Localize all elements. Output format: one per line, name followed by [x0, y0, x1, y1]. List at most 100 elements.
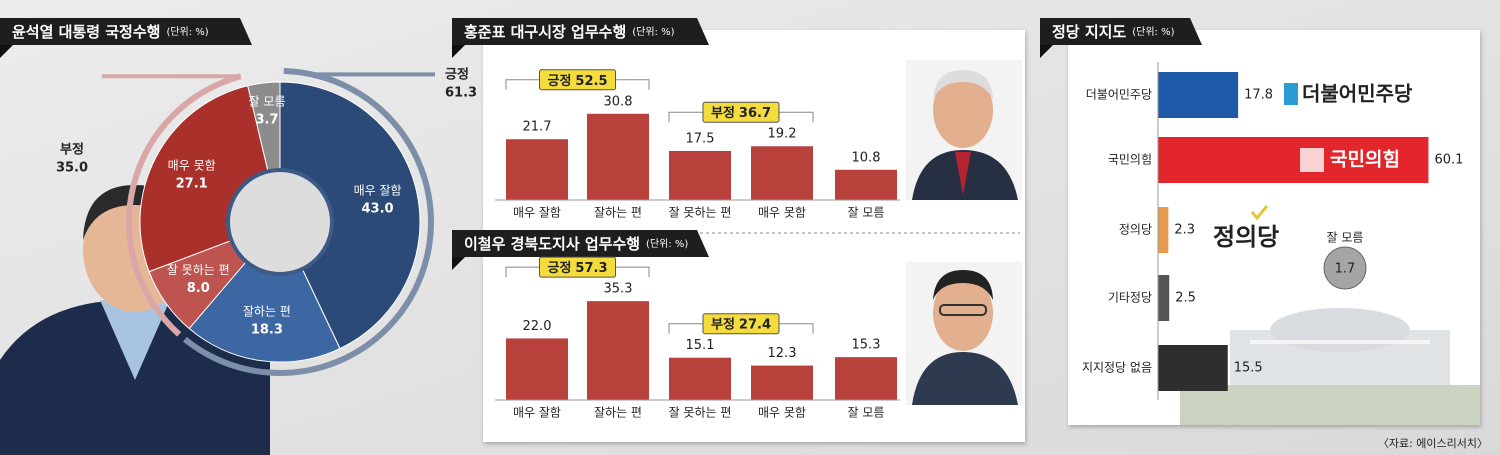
group-name: 긍정 [548, 72, 572, 88]
source: 〈자료: 에이스리서치〉 [1378, 437, 1488, 450]
group-value: 27.4 [739, 317, 771, 332]
y-tick-label: 지지정당 없음 [1082, 361, 1152, 375]
tab-tail [452, 44, 466, 58]
slice-value: 8.0 [187, 281, 210, 296]
bar [506, 139, 568, 200]
slice-label: 잘 모름 [249, 94, 286, 108]
slice-value: 18.3 [251, 323, 283, 338]
slice-value: 43.0 [362, 202, 394, 217]
bar-value: 10.8 [852, 150, 881, 165]
bar-value: 12.3 [768, 346, 797, 361]
chart-title-text: 정당 지지도 [1052, 23, 1126, 41]
chart-title: 이철우 경북도지사 업무수행 (단위: %) [464, 235, 688, 253]
group-value: 35.0 [56, 161, 88, 176]
slice-label: 잘하는 편 [243, 305, 291, 319]
logo-mark [1284, 83, 1298, 105]
tab-tail [0, 44, 14, 58]
slice-value: 27.1 [176, 177, 208, 192]
party-logo: 더불어민주당 [1302, 82, 1413, 106]
bar [751, 365, 813, 400]
slice-label: 잘 못하는 편 [167, 263, 230, 277]
bar [751, 146, 813, 200]
x-tick-label: 잘 못하는 편 [669, 206, 732, 220]
unit-label: (단위: %) [1132, 25, 1174, 38]
y-tick-label: 기타정당 [1108, 291, 1152, 305]
portrait [906, 60, 1022, 200]
group-arc [125, 73, 242, 337]
party-logo: 정의당 [1213, 223, 1279, 251]
group-name: 부정 [711, 105, 735, 121]
bar [1158, 275, 1170, 321]
bar [669, 357, 731, 400]
extra-bubble [1323, 246, 1367, 290]
y-tick-label: 정의당 [1119, 223, 1152, 237]
title-tab [452, 18, 697, 45]
x-tick-label: 매우 잘함 [513, 206, 561, 220]
x-tick-label: 잘 모름 [848, 206, 885, 220]
slice-label: 매우 잘함 [354, 184, 402, 198]
bar [1158, 137, 1429, 183]
chart-title: 정당 지지도 (단위: %) [1052, 23, 1175, 41]
bar [1158, 207, 1169, 253]
bar [587, 113, 649, 200]
bar-value: 30.8 [604, 94, 633, 109]
tab-tail [452, 256, 466, 270]
tab-corner [240, 18, 252, 45]
x-tick-label: 매우 잘함 [513, 406, 561, 420]
y-tick-label: 국민의힘 [1108, 153, 1152, 167]
title-tab [0, 18, 240, 45]
x-tick-label: 잘 못하는 편 [669, 406, 732, 420]
bar-value: 19.2 [768, 127, 797, 142]
group-name: 부정 [711, 316, 735, 332]
bar-value: 17.5 [686, 132, 715, 147]
unit-label: (단위: %) [166, 25, 208, 38]
x-tick-label: 잘하는 편 [594, 406, 642, 420]
group-badge [539, 256, 616, 278]
group-label: 긍정 52.5 [548, 72, 608, 88]
tab-corner [697, 230, 709, 257]
group-label: 긍정 57.3 [548, 260, 608, 276]
y-tick-label: 더불어민주당 [1086, 88, 1152, 102]
group-badge [702, 101, 780, 123]
group-name: 긍정 [445, 67, 469, 83]
group-badge [539, 69, 616, 91]
bar-value: 22.0 [523, 319, 552, 334]
logo-check [1250, 205, 1269, 221]
bar [835, 357, 897, 400]
bar [506, 338, 568, 400]
x-tick-label: 매우 못함 [758, 206, 806, 220]
donut-hole-ring [226, 168, 334, 276]
group-value: 36.7 [739, 106, 771, 121]
bar [587, 301, 649, 400]
bar [1158, 72, 1239, 118]
bar-value: 2.3 [1174, 223, 1195, 238]
slice-value: 3.7 [256, 112, 279, 127]
bar-value: 15.5 [1234, 361, 1263, 376]
building-illustration [1180, 308, 1480, 425]
unit-label: (단위: %) [646, 237, 688, 250]
group-label: 부정 27.4 [711, 316, 771, 332]
slice-label: 매우 못함 [168, 159, 216, 173]
chart-title-text: 홍준표 대구시장 업무수행 [464, 23, 626, 41]
tab-tail [1040, 44, 1054, 58]
chart-title-text: 이철우 경북도지사 업무수행 [464, 235, 640, 253]
logo-mark [1300, 148, 1324, 172]
group-value: 61.3 [445, 86, 477, 101]
group-name: 긍정 [548, 260, 572, 276]
title-tab [452, 230, 697, 257]
chart-title: 윤석열 대통령 국정수행 (단위: %) [12, 23, 209, 41]
tab-corner [697, 18, 709, 45]
bar [669, 151, 731, 200]
portrait [906, 262, 1022, 405]
bar-value: 15.3 [852, 338, 881, 353]
bar-value: 2.5 [1175, 291, 1196, 306]
bar-value: 15.1 [686, 338, 715, 353]
extra-value: 1.7 [1335, 262, 1356, 277]
x-tick-label: 잘 모름 [848, 406, 885, 420]
bar [1158, 345, 1228, 391]
group-value: 57.3 [575, 261, 607, 276]
bar-value: 21.7 [523, 120, 552, 135]
bar-value: 17.8 [1244, 88, 1273, 103]
group-badge [702, 313, 780, 335]
bar-value: 35.3 [604, 282, 633, 297]
